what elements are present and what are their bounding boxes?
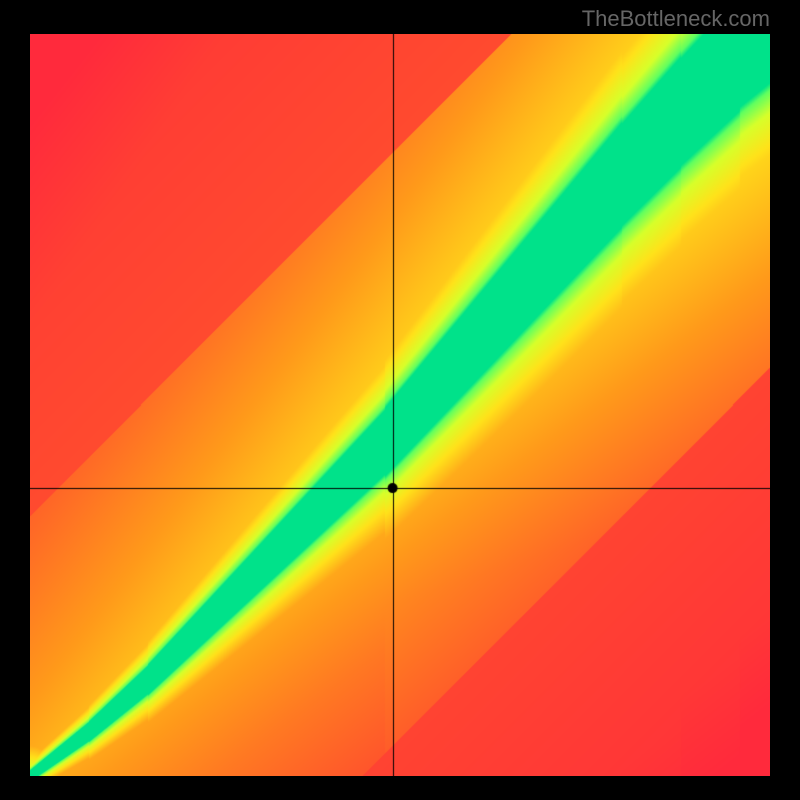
watermark-text: TheBottleneck.com [582, 6, 770, 32]
heatmap-area [30, 34, 770, 776]
crosshair-overlay [30, 34, 770, 776]
chart-container: TheBottleneck.com [0, 0, 800, 800]
